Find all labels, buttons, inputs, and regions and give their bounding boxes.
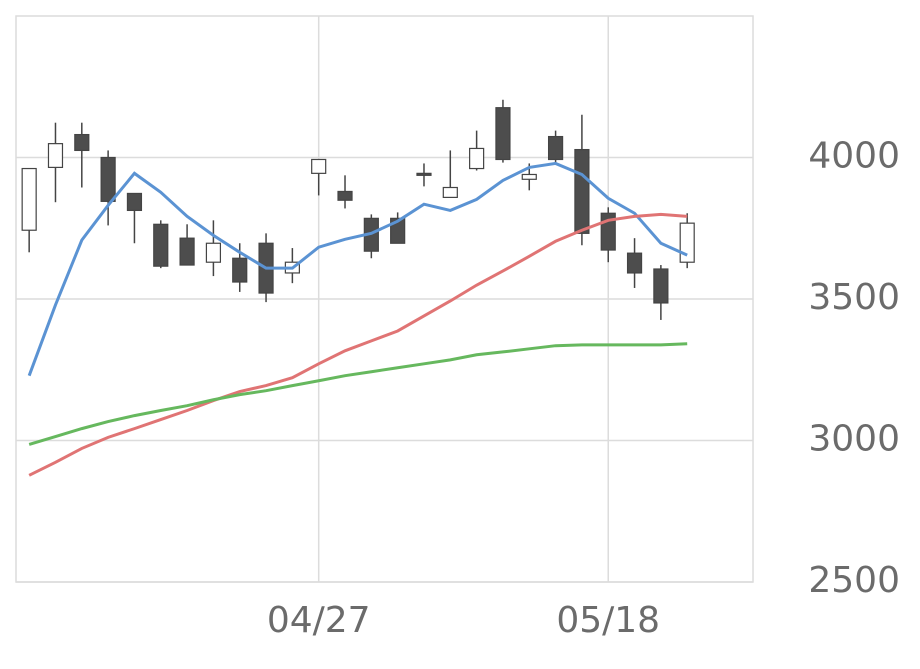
candle-body xyxy=(390,217,406,244)
candle-body xyxy=(47,143,64,169)
candle-body xyxy=(416,172,432,176)
candle-body xyxy=(442,186,458,199)
candle-body xyxy=(626,252,643,274)
y-tick-label: 2500 xyxy=(808,560,900,601)
candle-body xyxy=(232,257,248,283)
candle-body xyxy=(179,237,195,266)
y-tick-label: 3000 xyxy=(808,419,900,460)
candle-body xyxy=(100,156,116,202)
candle-body xyxy=(153,223,169,267)
candle-body xyxy=(311,158,327,174)
candle-body xyxy=(74,133,90,152)
candle-body xyxy=(495,107,511,161)
y-tick-label: 4000 xyxy=(808,136,900,177)
candle-body xyxy=(574,148,590,234)
candle-body xyxy=(547,135,564,161)
candle-body xyxy=(679,222,695,263)
candle-body xyxy=(521,173,537,180)
candle-body xyxy=(205,242,222,263)
moving-average-line xyxy=(27,161,688,377)
moving-average-line xyxy=(28,212,688,477)
moving-average-line xyxy=(28,342,688,446)
x-tick-label: 05/18 xyxy=(556,600,660,641)
candle-body xyxy=(653,268,669,304)
x-tick-label: 04/27 xyxy=(267,600,371,641)
candle-body xyxy=(469,147,485,170)
candle-body xyxy=(126,192,143,212)
y-tick-label: 3500 xyxy=(808,277,900,318)
candle-body xyxy=(337,190,353,201)
candle-body xyxy=(21,167,37,231)
